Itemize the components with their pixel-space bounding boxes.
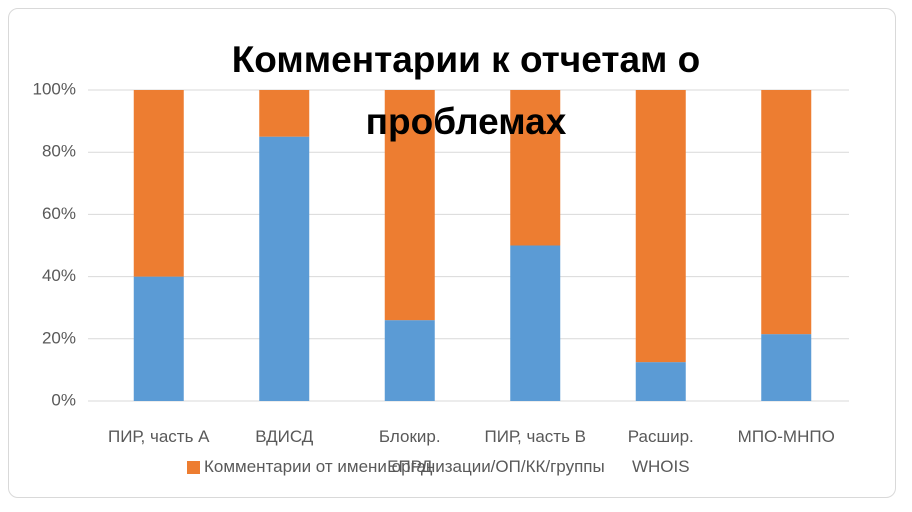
legend-swatch bbox=[187, 461, 200, 474]
chart-frame bbox=[8, 8, 896, 498]
bar-segment bbox=[635, 90, 686, 363]
bar-segment bbox=[635, 362, 686, 401]
x-tick-label: ВДИСД bbox=[255, 427, 314, 446]
bar-segment bbox=[761, 90, 812, 335]
y-tick-label: 100% bbox=[33, 79, 76, 98]
x-tick-label: ПИР, часть A bbox=[107, 427, 210, 446]
y-tick-label: 20% bbox=[42, 328, 76, 347]
bar-segment bbox=[384, 90, 435, 321]
bar-segment bbox=[259, 136, 310, 401]
bar-segment bbox=[384, 320, 435, 401]
bar-segment bbox=[133, 90, 184, 277]
bar-segment bbox=[133, 276, 184, 401]
x-tick-label: ПИР, часть B bbox=[484, 427, 587, 446]
y-tick-label: 60% bbox=[42, 204, 76, 223]
y-tick-label: 0% bbox=[51, 390, 76, 409]
y-tick-label: 80% bbox=[42, 142, 76, 161]
x-tick-label: Расшир. WHOIS bbox=[627, 427, 694, 476]
legend-label: Комментарии от имени организации/ОП/КК/г… bbox=[204, 457, 605, 476]
chart-title: Комментарии к отчетам о проблемах bbox=[231, 39, 701, 142]
x-tick-label: МПО-МНПО bbox=[737, 427, 835, 446]
bar-segment bbox=[761, 334, 812, 401]
bar-segment bbox=[510, 90, 561, 246]
bar-segment bbox=[259, 90, 310, 137]
x-tick-label: Блокир. ЕПРД bbox=[378, 427, 441, 476]
bar-segment bbox=[510, 245, 561, 401]
y-tick-label: 40% bbox=[42, 266, 76, 285]
